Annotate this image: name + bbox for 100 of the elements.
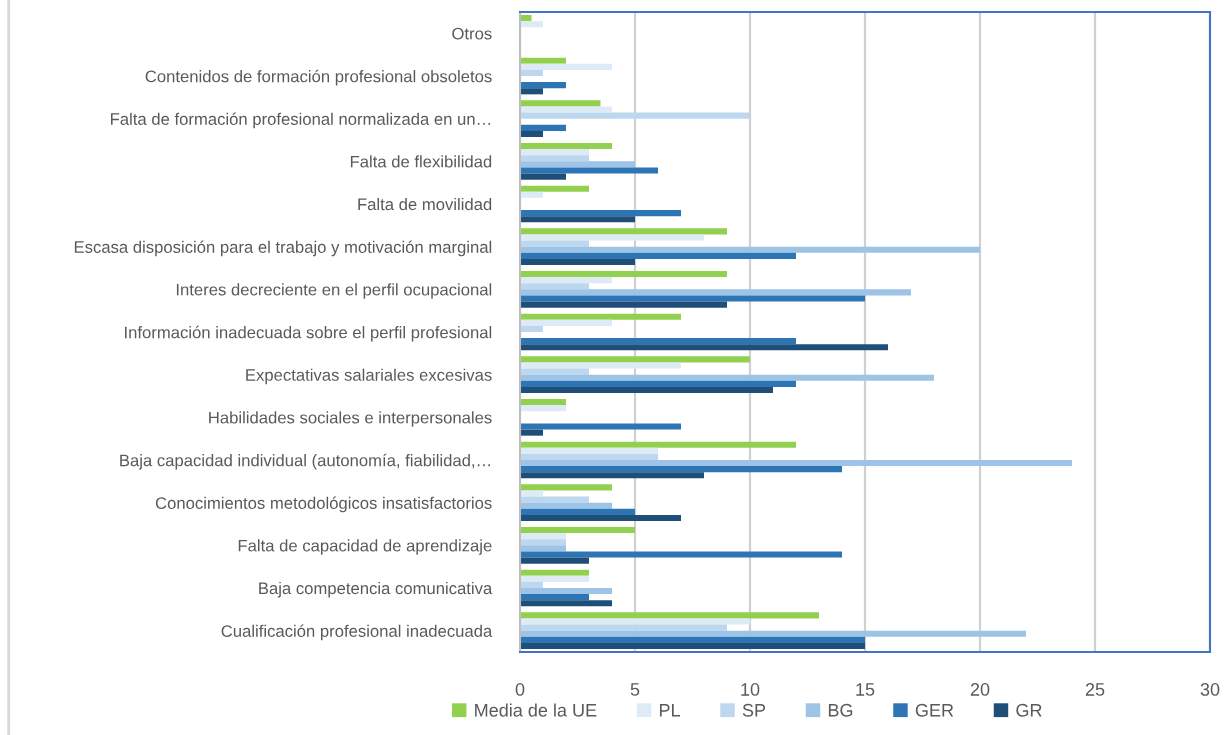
bar xyxy=(520,642,865,650)
y-tick-label: Información inadecuada sobre el perfil profesional xyxy=(125,325,492,342)
bar xyxy=(520,283,589,290)
bar xyxy=(520,21,543,28)
y-tick-label: Falta de flexibilidad xyxy=(350,155,492,168)
legend-label: BG xyxy=(828,703,853,717)
bar xyxy=(520,502,612,509)
y-tick-label: Habilidades sociales e interpersonales xyxy=(209,411,492,427)
bar xyxy=(520,88,543,95)
x-tick-label: 25 xyxy=(1085,683,1105,696)
bar xyxy=(520,325,543,332)
bar xyxy=(520,557,589,564)
bar xyxy=(520,441,796,448)
x-tick-label: 0 xyxy=(515,683,525,696)
bar xyxy=(520,301,727,308)
bar xyxy=(520,100,601,107)
bar xyxy=(520,14,532,22)
x-tick-label: 5 xyxy=(630,683,640,696)
x-tick-label: 30 xyxy=(1200,683,1220,696)
bar xyxy=(520,289,911,296)
bar xyxy=(520,344,888,351)
bar xyxy=(520,167,658,174)
bar xyxy=(520,575,589,582)
bar xyxy=(520,460,1072,467)
bar xyxy=(520,57,566,64)
bar xyxy=(520,636,865,643)
bar xyxy=(520,246,980,253)
y-tick-label: Conocimientos metodológicos insatisfactorios xyxy=(155,496,492,513)
bar xyxy=(520,319,612,326)
bar xyxy=(520,270,727,278)
bar xyxy=(520,234,704,241)
bar xyxy=(520,277,612,284)
bar xyxy=(520,618,750,625)
bar xyxy=(520,472,704,479)
bar xyxy=(520,362,681,369)
bar xyxy=(520,496,589,503)
y-tick-label: Baja capacidad individual (autonomía, fiabilidad,… xyxy=(120,453,490,470)
bar xyxy=(520,185,589,192)
bar xyxy=(520,508,635,515)
x-tick-label: 10 xyxy=(741,683,760,696)
bar xyxy=(520,466,842,473)
y-tick-label: Falta de formación profesional normalizada en un… xyxy=(111,112,490,129)
bar xyxy=(520,612,819,619)
x-tick-label: 15 xyxy=(856,683,875,696)
legend-label: GER xyxy=(915,703,954,717)
bar xyxy=(520,453,658,460)
y-tick-label: Falta de capacidad de aprendizaje xyxy=(238,539,492,555)
bar xyxy=(520,149,589,156)
bar xyxy=(520,398,566,406)
bar xyxy=(520,551,842,558)
bar xyxy=(520,533,566,540)
bar xyxy=(520,142,612,150)
x-tick-label: 20 xyxy=(970,683,990,696)
bar xyxy=(520,581,543,588)
bar xyxy=(520,380,796,387)
y-tick-label: Cualificación profesional inadecuada xyxy=(221,624,493,641)
bar xyxy=(520,423,681,430)
bar xyxy=(520,356,750,363)
bar xyxy=(520,594,589,601)
legend-label: Media de la UE xyxy=(475,703,597,717)
y-tick-label: Contenidos de formación profesional obsoletos xyxy=(145,69,492,86)
y-tick-label: Baja competencia comunicativa xyxy=(259,581,493,598)
bar xyxy=(520,484,612,491)
bar xyxy=(520,405,566,412)
bar xyxy=(520,155,589,162)
y-tick-label: Falta de movilidad xyxy=(358,197,492,211)
bar xyxy=(520,514,681,522)
bar xyxy=(520,600,612,607)
legend-label: PL xyxy=(659,704,680,717)
bar xyxy=(520,624,727,631)
bar xyxy=(520,490,543,497)
bar xyxy=(520,112,750,119)
bar xyxy=(520,588,612,595)
bar xyxy=(520,130,543,138)
legend-label: GR xyxy=(1016,703,1042,717)
bar xyxy=(520,210,681,217)
bar xyxy=(520,368,589,375)
y-tick-label: Escasa disposición para el trabajo y motivación marginal xyxy=(74,240,492,257)
bar xyxy=(520,161,635,168)
bar xyxy=(520,191,543,198)
bar xyxy=(520,258,635,266)
bar xyxy=(520,386,773,394)
bar xyxy=(520,252,796,259)
bar xyxy=(520,173,566,180)
bar xyxy=(520,124,566,131)
bar xyxy=(520,447,658,454)
bar xyxy=(520,106,612,113)
bar xyxy=(520,216,635,223)
y-tick-label: Expectativas salariales excesivas xyxy=(246,368,492,385)
bar xyxy=(520,69,543,76)
bar xyxy=(520,338,796,345)
bar xyxy=(520,63,612,70)
y-tick-label: Otros xyxy=(452,27,492,40)
bar xyxy=(520,82,566,89)
bar xyxy=(520,228,727,235)
bar xyxy=(520,630,1026,637)
bar xyxy=(520,295,865,302)
y-tick-label: Interes decreciente en el perfil ocupacional xyxy=(176,283,492,299)
legend-label: SP xyxy=(742,703,766,717)
bar xyxy=(520,539,566,546)
